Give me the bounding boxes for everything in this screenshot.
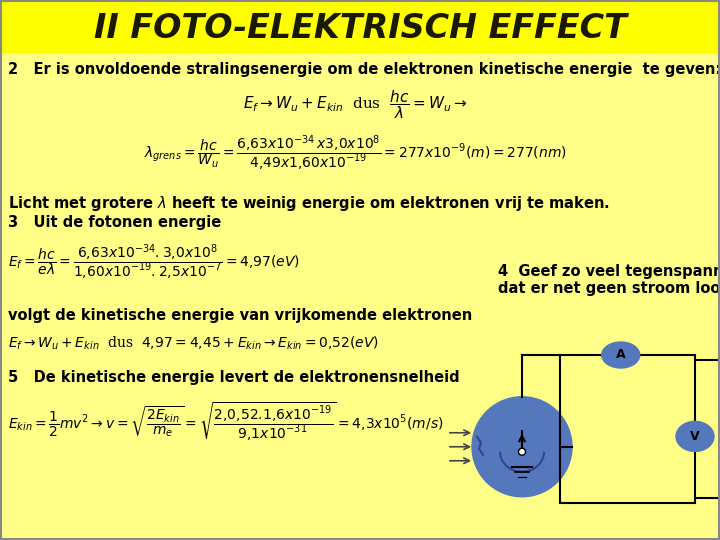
Ellipse shape xyxy=(676,421,714,451)
Circle shape xyxy=(518,448,526,455)
Text: $E_f = \dfrac{hc}{e\lambda} = \dfrac{6{,}63x10^{-34}.3{,}0x10^8}{1{,}60x10^{-19}: $E_f = \dfrac{hc}{e\lambda} = \dfrac{6{,… xyxy=(8,242,300,281)
Text: $E_f \rightarrow W_u + E_{kin}$  dus  $4{,}97 = 4{,}45 + E_{kin} \rightarrow E_{: $E_f \rightarrow W_u + E_{kin}$ dus $4{,… xyxy=(8,335,379,353)
Text: $E_{kin} = \dfrac{1}{2}mv^2 \rightarrow v = \sqrt{\dfrac{2E_{kin}}{m_e}} = \sqrt: $E_{kin} = \dfrac{1}{2}mv^2 \rightarrow … xyxy=(8,400,444,442)
Text: A: A xyxy=(616,348,626,361)
Text: V: V xyxy=(690,430,700,443)
Bar xyxy=(0,0,720,52)
Circle shape xyxy=(472,397,572,497)
Text: volgt de kinetische energie van vrijkomende elektronen: volgt de kinetische energie van vrijkome… xyxy=(8,308,472,323)
Ellipse shape xyxy=(602,342,640,368)
Text: 2   Er is onvoldoende stralingsenergie om de elektronen kinetische energie  te g: 2 Er is onvoldoende stralingsenergie om … xyxy=(8,62,720,77)
Text: $E_f \rightarrow W_u + E_{kin}$  dus  $\dfrac{hc}{\lambda} = W_u \rightarrow$: $E_f \rightarrow W_u + E_{kin}$ dus $\df… xyxy=(243,88,467,121)
Text: 4  Geef zo veel tegenspanning
dat er net geen stroom loopt.: 4 Geef zo veel tegenspanning dat er net … xyxy=(498,264,720,296)
Text: $\lambda_{grens} = \dfrac{hc}{W_u} = \dfrac{6{,}63x10^{-34}\,x3{,}0x10^8}{4{,}49: $\lambda_{grens} = \dfrac{hc}{W_u} = \df… xyxy=(143,133,567,173)
Text: Licht met grotere $\lambda$ heeft te weinig energie om elektronen vrij te maken.: Licht met grotere $\lambda$ heeft te wei… xyxy=(8,194,610,213)
Text: II FOTO-ELEKTRISCH EFFECT: II FOTO-ELEKTRISCH EFFECT xyxy=(94,11,626,44)
Text: 5   De kinetische energie levert de elektronensnelheid: 5 De kinetische energie levert de elektr… xyxy=(8,370,459,385)
Text: 3   Uit de fotonen energie: 3 Uit de fotonen energie xyxy=(8,215,221,230)
